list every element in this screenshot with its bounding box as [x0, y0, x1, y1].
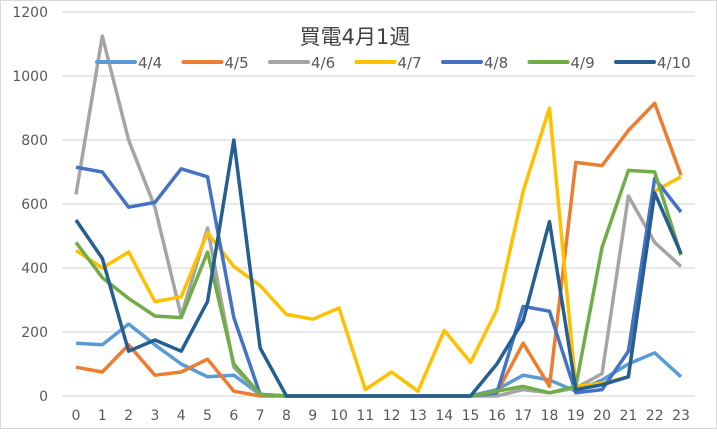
x-tick-label: 15 [462, 408, 480, 424]
y-tick-label: 0 [39, 389, 48, 405]
x-tick-label: 11 [356, 408, 374, 424]
y-tick-label: 200 [21, 325, 48, 341]
y-tick-label: 1200 [12, 5, 48, 21]
x-tick-label: 9 [308, 408, 317, 424]
x-tick-label: 17 [514, 408, 532, 424]
legend-label: 4/10 [657, 54, 691, 72]
chart-title: 買電4月1週 [300, 25, 411, 49]
x-tick-label: 23 [672, 408, 690, 424]
x-tick-label: 18 [541, 408, 559, 424]
x-tick-label: 10 [330, 408, 348, 424]
legend-label: 4/8 [484, 54, 508, 72]
x-tick-label: 1 [98, 408, 107, 424]
x-tick-label: 21 [619, 408, 637, 424]
y-tick-label: 800 [21, 133, 48, 149]
y-tick-label: 1000 [12, 69, 48, 85]
legend-label: 4/9 [571, 54, 595, 72]
x-tick-label: 20 [593, 408, 611, 424]
series-line-4-10 [74, 138, 683, 398]
x-tick-label: 19 [567, 408, 585, 424]
x-tick-label: 14 [435, 408, 453, 424]
x-tick-label: 5 [203, 408, 212, 424]
x-tick-label: 2 [124, 408, 133, 424]
x-tick-label: 22 [646, 408, 664, 424]
x-tick-label: 0 [72, 408, 81, 424]
x-tick-label: 8 [282, 408, 291, 424]
x-tick-label: 7 [256, 408, 265, 424]
x-tick-label: 12 [383, 408, 401, 424]
x-tick-label: 16 [488, 408, 506, 424]
x-tick-label: 13 [409, 408, 427, 424]
y-tick-label: 400 [21, 261, 48, 277]
legend-label: 4/7 [398, 54, 422, 72]
y-tick-label: 600 [21, 197, 48, 213]
legend-label: 4/4 [138, 54, 162, 72]
legend-label: 4/6 [311, 54, 335, 72]
x-tick-label: 4 [177, 408, 186, 424]
x-tick-label: 3 [150, 408, 159, 424]
x-tick-label: 6 [229, 408, 238, 424]
series-line-4-7 [75, 106, 682, 393]
legend-label: 4/5 [225, 54, 249, 72]
